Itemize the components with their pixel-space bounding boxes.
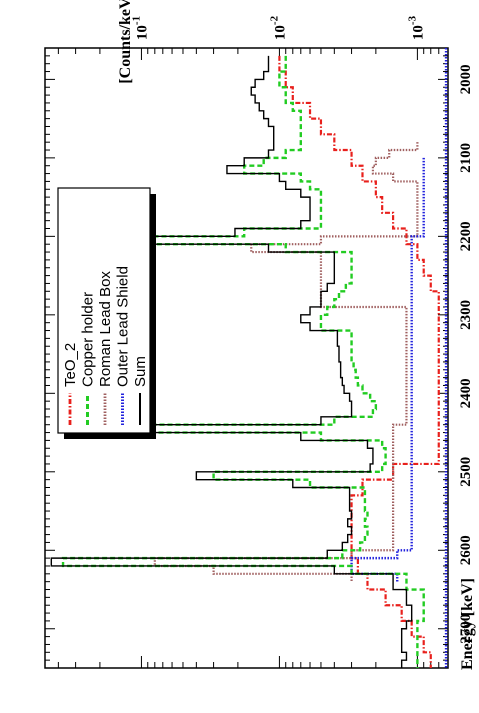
legend-label: Copper holder bbox=[80, 292, 97, 387]
series-layer bbox=[50, 48, 448, 668]
legend: TeO_2 Copper holder Roman Lead Box Outer Le… bbox=[57, 187, 156, 439]
y-tick-label: 10-1 bbox=[130, 16, 150, 40]
plot-frame bbox=[44, 47, 449, 669]
x-axis-title: Energy [keV] bbox=[459, 578, 476, 670]
legend-label: Roman Lead Box bbox=[97, 271, 114, 387]
x-tick-label: 2300 bbox=[458, 300, 474, 330]
y-tick-label: 10-3 bbox=[406, 15, 426, 40]
x-tick-label: 2200 bbox=[458, 221, 474, 251]
x-tick-label: 2700 bbox=[458, 614, 474, 644]
x-tick-label: 2600 bbox=[458, 535, 474, 565]
legend-label: Outer Lead Shield bbox=[115, 266, 132, 387]
y-axis-title: [Counts/keV/kg/y] bbox=[117, 0, 134, 84]
y-tick-labels: 10-3 10-2 10-1 bbox=[130, 15, 426, 40]
series-line-sum bbox=[50, 55, 413, 668]
series-line-roman-lead-box bbox=[153, 142, 419, 582]
series-line-teo-2 bbox=[278, 55, 440, 668]
series-line-outer-lead-shield bbox=[350, 157, 425, 582]
x-tick-label: 2500 bbox=[458, 457, 474, 487]
x-tick-label: 2000 bbox=[458, 64, 474, 94]
x-tick-label: 2100 bbox=[458, 143, 474, 173]
legend-label: TeO_2 bbox=[62, 343, 79, 387]
y-tick-label: 10-2 bbox=[268, 15, 288, 40]
legend-label: Sum bbox=[132, 356, 149, 387]
x-tick-label: 2400 bbox=[458, 378, 474, 408]
x-tick-labels: 2000 2100 2200 2300 2400 2500 2600 2700 bbox=[458, 64, 474, 643]
